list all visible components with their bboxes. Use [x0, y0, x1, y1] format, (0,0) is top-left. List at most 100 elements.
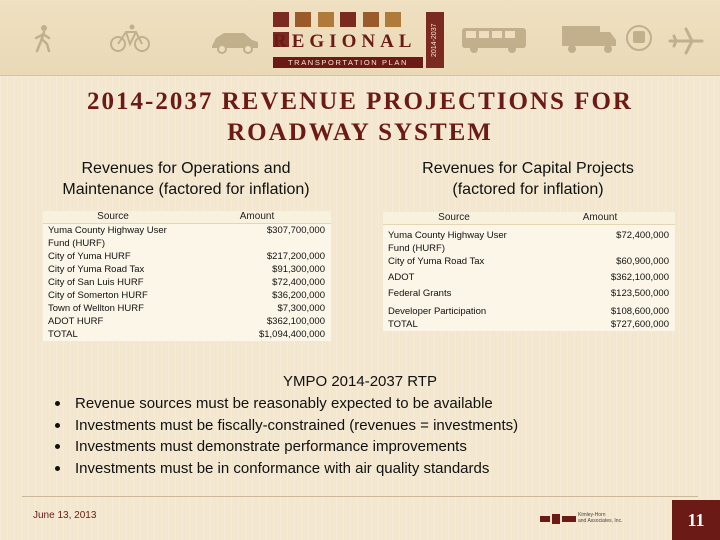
source-cell: City of San Luis HURF [48, 277, 144, 288]
left-heading-line2: Maintenance (factored for inflation) [62, 181, 310, 198]
footer-divider [22, 496, 698, 497]
table-row: Yuma County Highway User $72,400,000 [383, 229, 675, 242]
table-row: ADOT HURF $362,100,000 [43, 315, 331, 328]
source-cell: TOTAL [388, 319, 418, 330]
logo-car-icon [340, 12, 357, 27]
table-row: Developer Participation $108,600,000 [383, 305, 675, 318]
rtp-logo: REGIONAL TRANSPORTATION PLAN 2014-2037 [273, 12, 447, 70]
list-item: Investments must be fiscally-constrained… [52, 415, 692, 437]
logo-pedestrian-icon [273, 12, 289, 27]
left-section-heading: Revenues for Operations and Maintenance … [28, 158, 344, 200]
amount-cell: $123,500,000 [610, 288, 669, 299]
table-row: Fund (HURF) [383, 242, 675, 255]
company-name-line2: and Associates, Inc. [578, 518, 623, 524]
source-cell: Federal Grants [388, 288, 452, 299]
source-cell: TOTAL [48, 329, 78, 340]
bullet-text: Revenue sources must be reasonably expec… [75, 395, 493, 412]
list-item: Investments must demonstrate performance… [52, 436, 692, 458]
amount-cell: $72,400,000 [616, 230, 669, 241]
footer-date: June 13, 2013 [33, 510, 97, 521]
bus-icon [462, 28, 526, 53]
list-item: Revenue sources must be reasonably expec… [52, 393, 692, 415]
amount-cell: $307,700,000 [266, 225, 325, 236]
company-name: Kimley-Horn and Associates, Inc. [578, 512, 622, 524]
table-header: Source Amount [383, 212, 675, 225]
slide-title-line1: 2014-2037 REVENUE PROJECTIONS FOR [87, 88, 633, 115]
table-row: Yuma County Highway User $307,700,000 [43, 224, 331, 237]
bullet-icon [55, 401, 60, 406]
amount-cell: $7,300,000 [277, 303, 325, 314]
source-cell: City of Yuma Road Tax [48, 264, 145, 275]
amount-cell: $1,094,400,000 [258, 329, 325, 340]
right-section-heading: Revenues for Capital Projects (factored … [370, 158, 686, 200]
amount-cell: $60,900,000 [616, 256, 669, 267]
bicycle-icon [110, 24, 150, 52]
bullet-icon [55, 422, 60, 428]
amount-cell: $72,400,000 [272, 277, 325, 288]
table-row: City of Somerton HURF $36,200,000 [43, 289, 331, 302]
bullet-text: Investments must be fiscally-constrained… [75, 416, 519, 434]
capital-revenue-table: Source Amount Yuma County Highway User $… [383, 212, 675, 331]
operations-revenue-table: Source Amount Yuma County Highway User $… [43, 211, 331, 341]
source-cell: Fund (HURF) [48, 238, 106, 249]
logo-subtitle: TRANSPORTATION PLAN [273, 57, 423, 68]
slide-title-line2: ROADWAY SYSTEM [227, 119, 493, 146]
amount-cell: $362,100,000 [610, 272, 669, 283]
amount-cell [223, 237, 331, 250]
company-logo: Kimley-Horn and Associates, Inc. [540, 512, 630, 528]
notes-heading: YMPO 2014-2037 RTP [283, 373, 437, 390]
bullet-icon [55, 465, 60, 471]
table-row: Federal Grants $123,500,000 [383, 287, 675, 300]
train-icon [626, 25, 652, 51]
freight-truck-icon [562, 26, 616, 53]
table-header: Source Amount [43, 211, 331, 224]
pedestrian-icon [34, 25, 51, 53]
source-cell: City of Yuma Road Tax [388, 256, 485, 267]
logo-mode-icons [273, 12, 423, 47]
column-header-source: Source [438, 212, 470, 223]
bullet-text: Investments must be in conformance with … [75, 459, 490, 477]
table-row: City of San Luis HURF $72,400,000 [43, 276, 331, 289]
table-row: City of Yuma Road Tax $60,900,000 [383, 255, 675, 268]
logo-bicycle-icon [295, 12, 312, 27]
logo-bus-icon [317, 12, 334, 27]
amount-cell: $108,600,000 [610, 306, 669, 317]
logo-plane-icon [273, 32, 289, 47]
company-logo-mark-icon [540, 514, 576, 524]
source-cell: Developer Participation [388, 306, 487, 317]
left-heading-line1: Revenues for Operations and [81, 160, 291, 177]
logo-year: 2014-2037 [426, 12, 444, 68]
amount-cell: $91,300,000 [272, 264, 325, 275]
table-row-total: TOTAL $1,094,400,000 [43, 328, 331, 341]
source-cell: Yuma County Highway User [48, 225, 167, 236]
source-cell: Yuma County Highway User [388, 230, 507, 241]
column-header-source: Source [97, 211, 129, 222]
page-number: 11 [672, 500, 720, 540]
airplane-icon [668, 27, 704, 55]
table-row: City of Yuma HURF $217,200,000 [43, 250, 331, 263]
logo-word: REGIONAL [273, 31, 417, 52]
slide-title: 2014-2037 REVENUE PROJECTIONS FOR ROADWA… [40, 86, 680, 148]
logo-truck-icon [362, 12, 379, 27]
list-item: Investments must be in conformance with … [52, 458, 692, 480]
amount-cell: $217,200,000 [266, 251, 325, 262]
column-header-amount: Amount [239, 211, 275, 222]
notes-bullet-list: Revenue sources must be reasonably expec… [52, 393, 692, 479]
column-header-amount: Amount [582, 212, 618, 223]
table-row: City of Yuma Road Tax $91,300,000 [43, 263, 331, 276]
source-cell: City of Somerton HURF [48, 290, 148, 301]
header-banner: REGIONAL TRANSPORTATION PLAN 2014-2037 [0, 0, 720, 76]
amount-cell: $727,600,000 [610, 319, 669, 330]
amount-cell [563, 242, 675, 255]
amount-cell: $36,200,000 [272, 290, 325, 301]
source-cell: ADOT [388, 272, 415, 283]
table-row: Town of Wellton HURF $7,300,000 [43, 302, 331, 315]
right-heading-line2: (factored for inflation) [452, 181, 604, 198]
source-cell: Fund (HURF) [388, 243, 446, 254]
table-row: ADOT $362,100,000 [383, 271, 675, 284]
table-row-total: TOTAL $727,600,000 [383, 318, 675, 331]
source-cell: ADOT HURF [48, 316, 104, 327]
car-icon [212, 33, 258, 54]
right-heading-line1: Revenues for Capital Projects [422, 160, 634, 177]
amount-cell: $362,100,000 [266, 316, 325, 327]
